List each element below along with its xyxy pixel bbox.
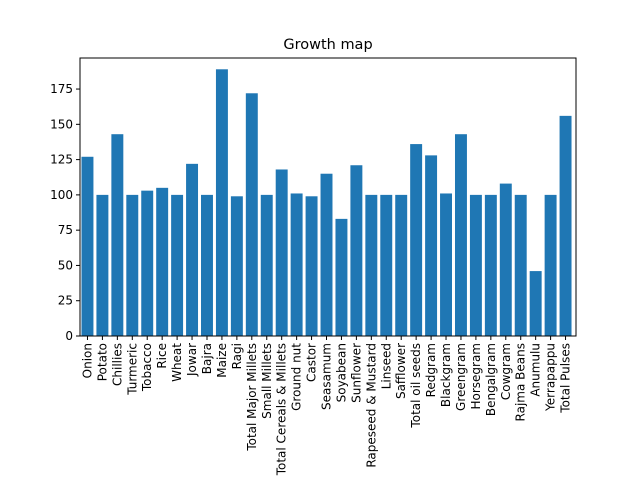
x-tick-label: Anumulu <box>529 343 543 397</box>
y-tick-label: 50 <box>58 258 73 272</box>
bar <box>529 271 542 336</box>
bar <box>440 193 452 336</box>
bar <box>96 194 109 336</box>
x-tick-label: Total Cereals & Millets <box>275 343 289 476</box>
x-tick-label: Ragi <box>230 343 244 369</box>
x-tick-label: Soyabean <box>334 343 348 402</box>
bar <box>141 190 154 336</box>
x-tick-label: Maize <box>215 343 229 378</box>
x-tick-label: Rajma Beans <box>514 343 528 421</box>
x-tick-label: Safflower <box>394 343 408 399</box>
bars <box>81 69 572 336</box>
y-tick-label: 25 <box>58 294 73 308</box>
y-tick-label: 175 <box>50 82 73 96</box>
y-tick-label: 0 <box>65 329 73 343</box>
x-tick-label: Redgram <box>424 343 438 397</box>
bar <box>425 155 438 336</box>
bar <box>559 115 572 336</box>
bar <box>544 194 557 336</box>
x-tick-label: Blackgram <box>439 343 453 407</box>
bar <box>469 194 482 336</box>
bar <box>365 194 378 336</box>
y-axis: 0 25 50 75 100 125 150 175 <box>50 82 80 343</box>
x-tick-label: Tobacco <box>140 343 154 392</box>
bar <box>410 144 423 336</box>
x-tick-label: Linseed <box>379 343 393 389</box>
bar <box>215 69 228 336</box>
bar <box>156 187 169 336</box>
x-tick-label: Bajra <box>200 343 214 374</box>
bar <box>186 163 199 336</box>
x-tick-label: Turmeric <box>125 343 139 396</box>
bar <box>126 194 139 336</box>
y-tick-label: 75 <box>58 223 73 237</box>
x-tick-label: Greengram <box>454 343 468 411</box>
x-tick-label: Jowar <box>185 343 199 377</box>
x-tick-label: Castor <box>305 343 319 382</box>
x-tick-label: Potato <box>95 343 109 381</box>
bar <box>335 218 348 336</box>
y-tick-label: 125 <box>50 153 73 167</box>
y-tick-label: 150 <box>50 117 73 131</box>
bar <box>320 173 333 336</box>
bar <box>454 134 467 336</box>
x-tick-label: Horsegram <box>469 343 483 410</box>
x-axis: Onion Potato Chillies Turmeric Tobacco Rice Wh… <box>80 336 573 476</box>
bar <box>201 194 213 336</box>
y-tick-label: 100 <box>50 188 73 202</box>
plot-frame <box>79 57 577 337</box>
chart-title: Growth map <box>283 37 372 53</box>
bar <box>275 169 288 336</box>
x-tick-label: Ground nut <box>290 343 304 411</box>
bar <box>484 194 497 336</box>
x-tick-label: Total Pulses <box>559 343 573 414</box>
x-tick-label: Rapeseed & Mustard <box>364 343 378 468</box>
bar <box>514 194 527 336</box>
x-tick-label: Yerrapappu <box>544 343 558 412</box>
x-tick-label: Wheat <box>170 343 184 382</box>
bar <box>290 193 303 336</box>
bar <box>380 194 393 336</box>
bar <box>245 93 258 336</box>
bar <box>111 134 124 336</box>
bar <box>350 165 363 336</box>
bar <box>81 156 94 336</box>
x-tick-label: Chillies <box>110 343 124 386</box>
x-tick-label: Small Millets <box>260 343 274 419</box>
bar <box>499 183 512 336</box>
x-tick-label: Cowgram <box>499 343 513 400</box>
bar <box>171 194 184 336</box>
bar <box>260 194 273 336</box>
bar <box>395 194 408 336</box>
x-tick-label: Onion <box>80 343 94 378</box>
x-tick-label: Bengalgram <box>484 343 498 416</box>
x-tick-label: Rice <box>155 343 169 369</box>
x-tick-label: Total Major Millets <box>245 343 259 452</box>
bar <box>230 196 243 336</box>
x-tick-label: Sunflower <box>349 343 363 403</box>
x-tick-label: Seasamum <box>320 343 334 410</box>
x-tick-label: Total oil seeds <box>409 343 423 429</box>
bar <box>305 196 318 336</box>
